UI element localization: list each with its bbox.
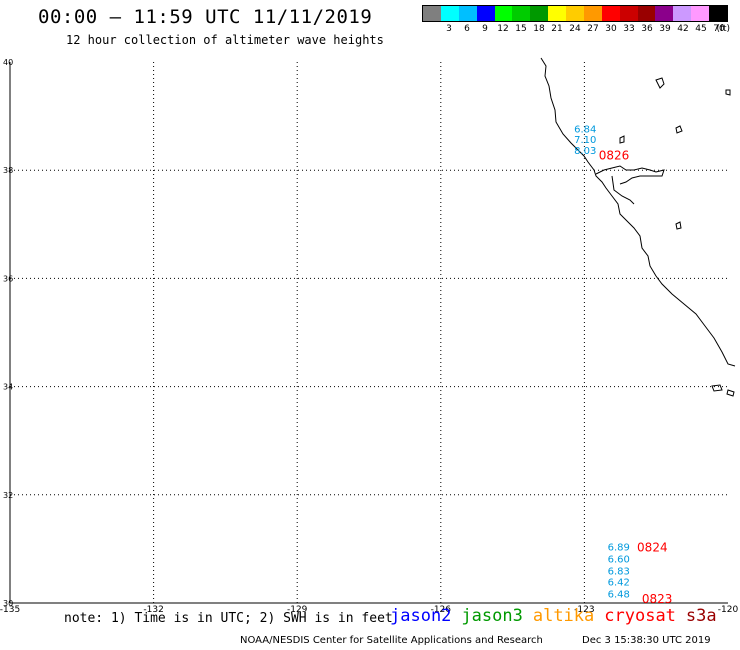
legend-tick-label: 6 <box>464 24 470 34</box>
legend-tick-label: 42 <box>677 24 689 34</box>
lon-tick-label: -123 <box>574 605 594 615</box>
legend-tick-label: 70 <box>713 24 725 34</box>
island-2 <box>726 389 735 397</box>
lat-tick-label: 34 <box>3 383 13 392</box>
footer-timestamp: Dec 3 15:38:30 UTC 2019 <box>582 635 711 646</box>
lake-4 <box>675 221 682 230</box>
legend-swatch <box>476 6 495 21</box>
lat-tick-label: 38 <box>3 166 13 175</box>
page-title: 00:00 – 11:59 UTC 11/11/2019 <box>38 6 373 28</box>
lake-3 <box>725 89 731 96</box>
legend-swatch <box>458 6 477 21</box>
legend-unit: (ft) <box>716 24 730 34</box>
footer-credit: NOAA/NESDIS Center for Satellite Applica… <box>240 635 543 646</box>
pass-time-label: 0824 <box>637 541 668 555</box>
legend-swatches <box>422 5 728 22</box>
lon-tick-label: -129 <box>287 605 308 615</box>
pass-time-label: 0826 <box>599 148 630 162</box>
legend-swatch <box>619 6 638 21</box>
legend-swatch <box>637 6 656 21</box>
legend-swatch <box>673 6 692 21</box>
legend-swatch <box>530 6 549 21</box>
legend-tick-label: 3 <box>446 24 452 34</box>
satellite-jason2: jason2 <box>390 606 452 626</box>
legend-swatch <box>423 6 441 21</box>
swh-label: 6.84 <box>574 124 596 135</box>
swh-label: 7.10 <box>574 135 596 146</box>
map-grid: -135 -132 -129 -126 -123 -120 30 32 34 36 38 40 <box>0 58 738 615</box>
swh-label: 6.83 <box>608 566 630 577</box>
legend-tick-label: 21 <box>551 24 563 34</box>
satellite-jason3: jason3 <box>461 606 523 626</box>
swh-label: 6.42 <box>608 578 630 589</box>
legend-tick-label: 45 <box>695 24 707 34</box>
satellite-s3a: s3a <box>685 606 717 626</box>
legend-swatch <box>691 6 709 21</box>
legend-swatch <box>655 6 674 21</box>
lake-5 <box>619 135 625 144</box>
lat-tick-label: 36 <box>3 274 13 283</box>
lon-tick-label: -132 <box>143 605 163 615</box>
legend-tick-label: 33 <box>623 24 635 34</box>
satellite-cryosat: cryosat <box>604 606 676 626</box>
legend-swatch <box>583 6 602 21</box>
island-1 <box>711 384 723 392</box>
swh-label: 6.48 <box>608 590 630 601</box>
footer: NOAA/NESDIS Center for Satellite Applica… <box>240 635 711 646</box>
legend-swatch <box>566 6 584 21</box>
legend-tick-label: 36 <box>641 24 653 34</box>
swh-label: 6.60 <box>608 554 630 565</box>
legend-ticks: (ft) 3 6 9 12 15 18 21 24 27 30 33 36 39 42 45 70 <box>422 22 730 36</box>
lat-tick-label: 30 <box>3 599 13 608</box>
legend-tick-label: 27 <box>587 24 599 34</box>
swh-label: 6.89 <box>608 543 630 554</box>
coastline-mainland <box>540 57 736 367</box>
satellite-altika: altika <box>532 606 595 626</box>
legend-swatch <box>709 6 727 21</box>
coastline <box>540 57 736 397</box>
map-labels: 6.847.108.03 6.896.606.836.426.48 0826 0824… <box>574 124 672 606</box>
lon-tick-label: -135 <box>0 605 20 615</box>
legend-swatch <box>601 6 620 21</box>
lon-tick-label: -120 <box>718 605 739 615</box>
satellite-legend: jason2 jason3 altika cryosat s3a <box>390 606 727 626</box>
legend-tick-label: 39 <box>659 24 671 34</box>
lat-tick-label: 32 <box>3 491 13 500</box>
legend-tick-label: 9 <box>482 24 488 34</box>
legend-swatch <box>494 6 513 21</box>
coastline-bay <box>595 165 665 205</box>
swh-label: 8.03 <box>574 146 596 157</box>
legend-tick-label: 24 <box>569 24 581 34</box>
legend-tick-label: 15 <box>515 24 527 34</box>
lat-tick-label: 40 <box>3 58 13 67</box>
legend-tick-label: 12 <box>497 24 509 34</box>
lake-1 <box>655 77 665 89</box>
lake-2 <box>675 125 683 134</box>
lon-tick-label: -126 <box>431 605 452 615</box>
color-legend: (ft) 3 6 9 12 15 18 21 24 27 30 33 36 39 42 45 70 <box>422 5 730 36</box>
legend-swatch <box>512 6 531 21</box>
page-subtitle: 12 hour collection of altimeter wave hei… <box>66 33 384 47</box>
pass-time-label: 0823 <box>642 592 673 606</box>
units-note: note: 1) Time is in UTC; 2) SWH is in fe… <box>64 611 393 626</box>
legend-swatch <box>548 6 566 21</box>
legend-swatch <box>440 6 459 21</box>
legend-tick-label: 18 <box>533 24 545 34</box>
legend-tick-label: 30 <box>605 24 617 34</box>
